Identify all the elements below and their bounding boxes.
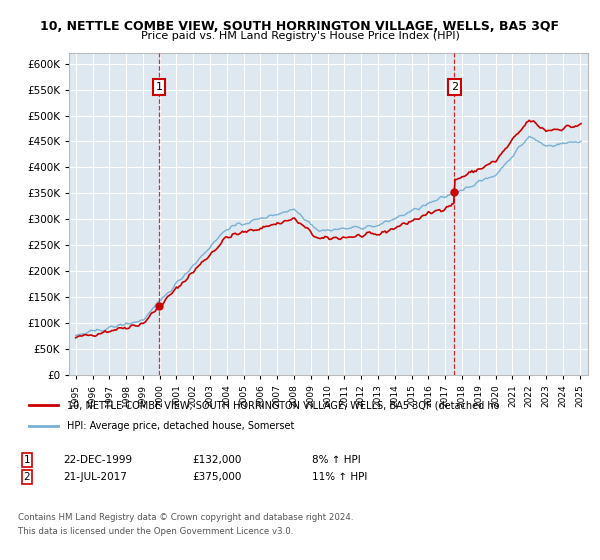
Text: 10, NETTLE COMBE VIEW, SOUTH HORRINGTON VILLAGE, WELLS, BA5 3QF: 10, NETTLE COMBE VIEW, SOUTH HORRINGTON … xyxy=(41,20,560,32)
Text: This data is licensed under the Open Government Licence v3.0.: This data is licensed under the Open Gov… xyxy=(18,528,293,536)
Text: 1: 1 xyxy=(155,82,163,92)
Text: 1: 1 xyxy=(23,455,31,465)
Text: Contains HM Land Registry data © Crown copyright and database right 2024.: Contains HM Land Registry data © Crown c… xyxy=(18,514,353,522)
Text: 10, NETTLE COMBE VIEW, SOUTH HORRINGTON VILLAGE, WELLS, BA5 3QF (detached ho: 10, NETTLE COMBE VIEW, SOUTH HORRINGTON … xyxy=(67,400,499,410)
Text: 8% ↑ HPI: 8% ↑ HPI xyxy=(312,455,361,465)
Text: 2: 2 xyxy=(23,472,31,482)
Text: 2: 2 xyxy=(451,82,458,92)
Text: £132,000: £132,000 xyxy=(192,455,241,465)
Text: 22-DEC-1999: 22-DEC-1999 xyxy=(63,455,132,465)
Text: Price paid vs. HM Land Registry's House Price Index (HPI): Price paid vs. HM Land Registry's House … xyxy=(140,31,460,41)
Text: £375,000: £375,000 xyxy=(192,472,241,482)
Text: 11% ↑ HPI: 11% ↑ HPI xyxy=(312,472,367,482)
Text: HPI: Average price, detached house, Somerset: HPI: Average price, detached house, Some… xyxy=(67,421,294,431)
Text: 21-JUL-2017: 21-JUL-2017 xyxy=(63,472,127,482)
